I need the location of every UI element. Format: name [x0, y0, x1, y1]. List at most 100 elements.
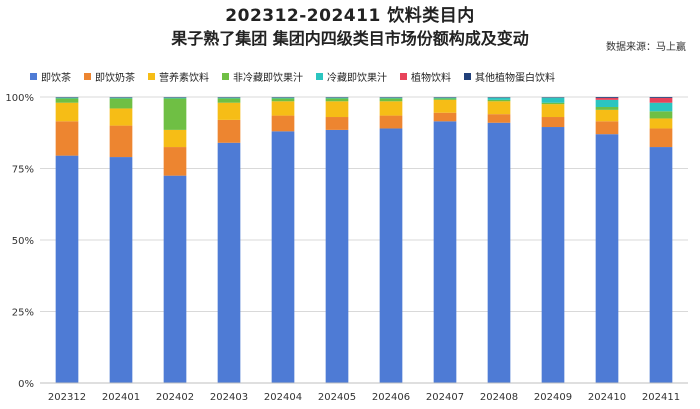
bar-segment [541, 127, 565, 383]
y-tick-label: 25% [12, 308, 34, 319]
chart-title: 202312-202411 饮料类目内 果子熟了集团 集团内四级类目市场份额构成… [0, 4, 700, 50]
y-tick-label: 100% [5, 93, 34, 104]
bar-segment [163, 175, 187, 383]
x-tick-label: 202404 [264, 392, 302, 403]
bar-segment [55, 98, 79, 103]
bar-segment [541, 97, 565, 103]
bar-segment [55, 102, 79, 122]
bar-segment [649, 118, 673, 129]
bar-segment [541, 104, 565, 118]
bar-segment [163, 98, 187, 130]
legend-swatch [316, 73, 323, 80]
bar-segment [217, 102, 241, 120]
bar-segment [271, 97, 295, 99]
bar-segment [595, 109, 619, 122]
chart-legend: 即饮茶 即饮奶茶 营养素饮料 非冷藏即饮果汁 冷藏即饮果汁 植物饮料 其他植物蛋… [30, 69, 555, 84]
source-note: 数据来源：马上赢 [606, 42, 686, 53]
bar-segment [217, 97, 241, 99]
bar-segment [595, 134, 619, 383]
legend-label: 非冷藏即饮果汁 [233, 73, 303, 84]
legend-swatch [222, 73, 229, 80]
bar-segment [595, 97, 619, 100]
bar-segment [109, 97, 133, 99]
legend-item-其他植物蛋白饮料: 其他植物蛋白饮料 [464, 69, 555, 84]
legend-swatch [84, 73, 91, 80]
bar-segment [271, 98, 295, 102]
bar-segment [649, 111, 673, 119]
bar-segment [649, 102, 673, 112]
x-tick-label: 202406 [372, 392, 410, 403]
x-tick-label: 202402 [156, 392, 194, 403]
legend-label: 即饮奶茶 [95, 73, 135, 84]
bar-segment [55, 121, 79, 156]
bar-segment [109, 157, 133, 383]
bar-segment [595, 99, 619, 108]
bar-segment [487, 99, 511, 102]
bar-segment [379, 97, 403, 99]
bar-segment [325, 129, 349, 383]
legend-label: 其他植物蛋白饮料 [475, 73, 555, 84]
bar-segment [109, 125, 133, 158]
bar-segment [163, 147, 187, 176]
bar-segment [55, 155, 79, 383]
x-tick-label: 202407 [426, 392, 464, 403]
legend-swatch [464, 73, 471, 80]
bar-segment [217, 142, 241, 383]
legend-item-即饮茶: 即饮茶 [30, 69, 71, 84]
legend-label: 即饮茶 [41, 73, 71, 84]
x-tick-label: 202411 [642, 392, 680, 403]
x-tick-label: 202312 [48, 392, 86, 403]
bar-segment [217, 119, 241, 143]
bar-segment [487, 114, 511, 123]
legend-swatch [30, 73, 37, 80]
bar-segment [271, 101, 295, 116]
bar-segment [649, 97, 673, 103]
bar-segment [541, 117, 565, 128]
bar-segment [325, 97, 349, 99]
bar-segment [325, 101, 349, 118]
legend-item-植物饮料: 植物饮料 [400, 69, 451, 84]
bar-segment [595, 107, 619, 110]
bar-segment [109, 108, 133, 126]
bar-segment [325, 98, 349, 102]
bar-segment [217, 98, 241, 103]
legend-swatch [400, 73, 407, 80]
bar-segment [109, 98, 133, 109]
legend-item-即饮奶茶: 即饮奶茶 [84, 69, 135, 84]
legend-label: 植物饮料 [411, 73, 451, 84]
x-tick-label: 202410 [588, 392, 626, 403]
bar-segment [649, 147, 673, 383]
legend-label: 营养素饮料 [159, 73, 209, 84]
bar-segment [649, 128, 673, 148]
bar-segment [379, 98, 403, 102]
bar-segment [433, 97, 457, 99]
chart-title-line2: 果子熟了集团 集团内四级类目市场份额构成及变动 [171, 29, 529, 48]
x-tick-label: 202403 [210, 392, 248, 403]
bar-segment [595, 121, 619, 135]
bar-segment [433, 112, 457, 122]
legend-item-冷藏即饮果汁: 冷藏即饮果汁 [316, 69, 387, 84]
bar-segment [325, 117, 349, 130]
x-tick-label: 202401 [102, 392, 140, 403]
legend-item-非冷藏即饮果汁: 非冷藏即饮果汁 [222, 69, 303, 84]
bar-segment [433, 98, 457, 100]
y-tick-label: 50% [12, 236, 34, 247]
bar-segment [487, 97, 511, 100]
bar-segment [163, 97, 187, 99]
bar-segment [649, 97, 673, 98]
bar-segment [55, 97, 79, 99]
bar-segment [433, 121, 457, 383]
chart-title-line1: 202312-202411 饮料类目内 [225, 6, 475, 26]
y-tick-label: 0% [18, 379, 34, 390]
legend-swatch [148, 73, 155, 80]
y-tick-label: 75% [12, 165, 34, 176]
bar-segment [541, 102, 565, 105]
bar-segment [595, 97, 619, 98]
bar-segment [271, 115, 295, 132]
bar-segment [433, 99, 457, 113]
x-tick-label: 202405 [318, 392, 356, 403]
bar-segment [487, 101, 511, 115]
x-tick-label: 202409 [534, 392, 572, 403]
legend-label: 冷藏即饮果汁 [327, 73, 387, 84]
